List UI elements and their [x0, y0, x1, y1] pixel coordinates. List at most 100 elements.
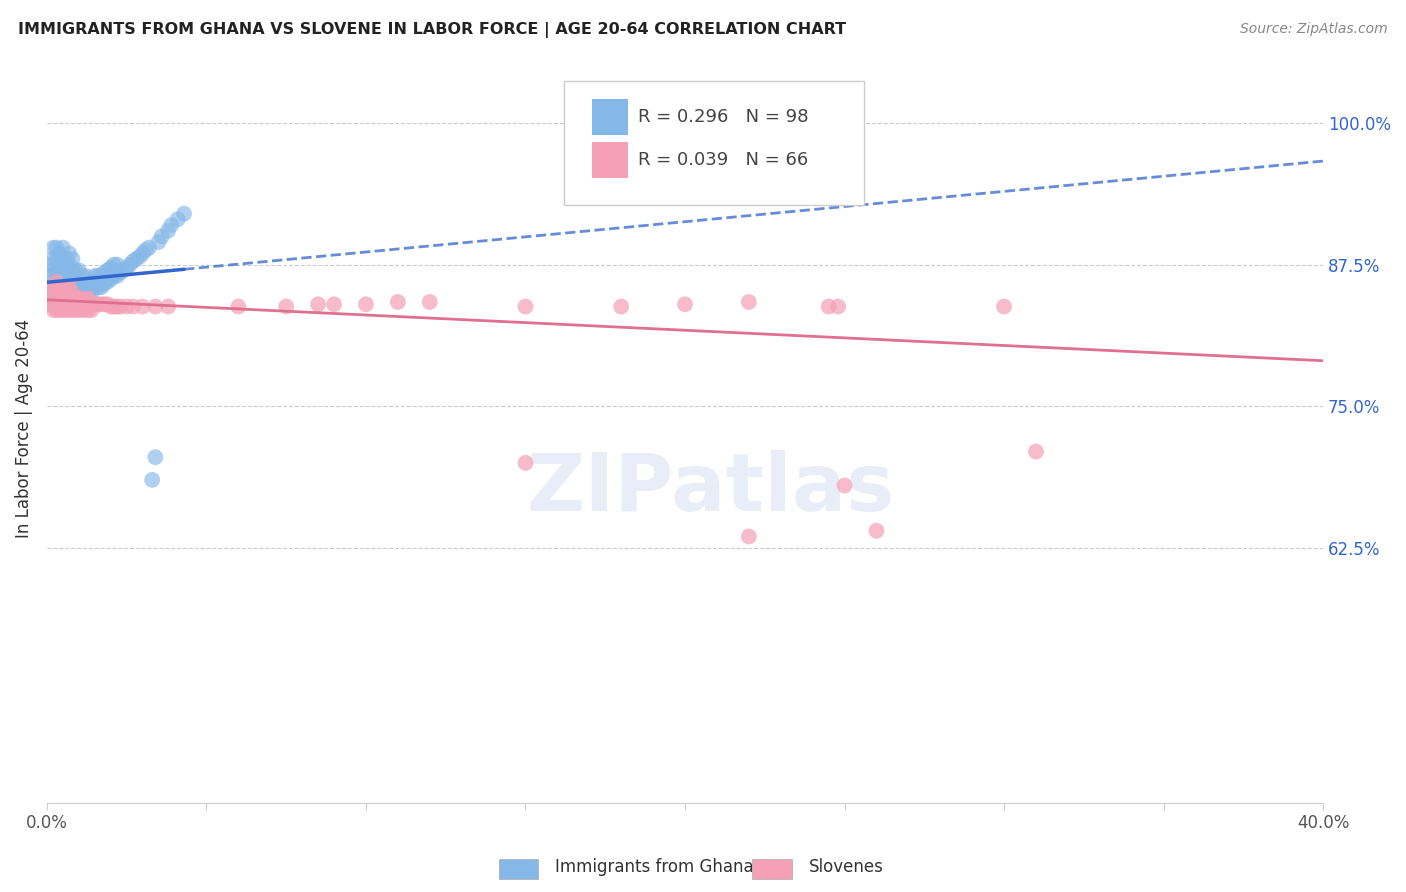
- Point: [738, 295, 761, 310]
- Point: [52, 285, 75, 300]
- Point: [75, 268, 97, 283]
- Point: [45, 263, 67, 277]
- Point: [610, 300, 633, 314]
- Point: [45, 275, 67, 289]
- Point: [515, 300, 537, 314]
- Point: [48, 292, 70, 306]
- Point: [62, 292, 84, 306]
- Point: [80, 302, 103, 317]
- Text: Source: ZipAtlas.com: Source: ZipAtlas.com: [1240, 22, 1388, 37]
- Point: [77, 275, 100, 289]
- Point: [70, 302, 93, 317]
- Point: [39, 280, 62, 294]
- Point: [110, 300, 132, 314]
- Point: [90, 280, 112, 294]
- Point: [90, 297, 112, 311]
- Point: [160, 218, 183, 232]
- Bar: [592, 99, 627, 135]
- Point: [55, 263, 77, 277]
- Point: [96, 263, 118, 277]
- Point: [817, 300, 839, 314]
- Point: [52, 268, 75, 283]
- Point: [52, 252, 75, 266]
- Point: [67, 275, 90, 289]
- Point: [45, 241, 67, 255]
- Point: [157, 300, 180, 314]
- Text: R = 0.296   N = 98: R = 0.296 N = 98: [638, 108, 808, 126]
- Point: [67, 292, 90, 306]
- Point: [865, 524, 887, 538]
- Point: [39, 268, 62, 283]
- Point: [67, 280, 90, 294]
- Point: [62, 275, 84, 289]
- Point: [42, 275, 65, 289]
- Point: [166, 212, 188, 227]
- Point: [77, 302, 100, 317]
- Point: [128, 250, 150, 264]
- Point: [131, 246, 153, 260]
- Point: [45, 297, 67, 311]
- Point: [93, 266, 115, 280]
- Point: [55, 297, 77, 311]
- Point: [70, 268, 93, 283]
- Point: [105, 268, 128, 283]
- Point: [83, 297, 105, 311]
- Point: [67, 302, 90, 317]
- Point: [45, 292, 67, 306]
- Point: [103, 300, 125, 314]
- Point: [65, 263, 87, 277]
- Point: [55, 280, 77, 294]
- Point: [83, 280, 105, 294]
- Point: [105, 258, 128, 272]
- Text: Slovenes: Slovenes: [808, 858, 883, 876]
- Point: [228, 300, 250, 314]
- Point: [138, 241, 160, 255]
- Point: [141, 473, 163, 487]
- Point: [65, 275, 87, 289]
- Point: [67, 292, 90, 306]
- Point: [58, 275, 80, 289]
- Point: [145, 300, 167, 314]
- Point: [55, 285, 77, 300]
- Point: [77, 285, 100, 300]
- Point: [105, 300, 128, 314]
- Point: [58, 292, 80, 306]
- Point: [45, 252, 67, 266]
- Point: [48, 258, 70, 272]
- Point: [131, 300, 153, 314]
- Point: [70, 292, 93, 306]
- Point: [65, 302, 87, 317]
- Point: [103, 268, 125, 283]
- Point: [419, 295, 441, 310]
- Point: [55, 252, 77, 266]
- Point: [52, 241, 75, 255]
- Point: [55, 292, 77, 306]
- Point: [1025, 444, 1047, 458]
- Point: [145, 450, 167, 465]
- Bar: [592, 142, 627, 178]
- Point: [45, 275, 67, 289]
- Point: [39, 297, 62, 311]
- Point: [93, 277, 115, 291]
- Point: [65, 280, 87, 294]
- Point: [58, 246, 80, 260]
- Point: [276, 300, 298, 314]
- Point: [77, 292, 100, 306]
- Point: [52, 263, 75, 277]
- Point: [125, 252, 148, 266]
- Point: [42, 302, 65, 317]
- Point: [45, 302, 67, 317]
- Point: [93, 297, 115, 311]
- Point: [39, 258, 62, 272]
- Point: [100, 300, 122, 314]
- Point: [150, 229, 173, 244]
- Point: [834, 478, 856, 492]
- Point: [62, 285, 84, 300]
- Point: [55, 302, 77, 317]
- Point: [45, 280, 67, 294]
- Point: [110, 266, 132, 280]
- Point: [62, 263, 84, 277]
- Point: [87, 280, 110, 294]
- Point: [100, 261, 122, 276]
- Point: [87, 297, 110, 311]
